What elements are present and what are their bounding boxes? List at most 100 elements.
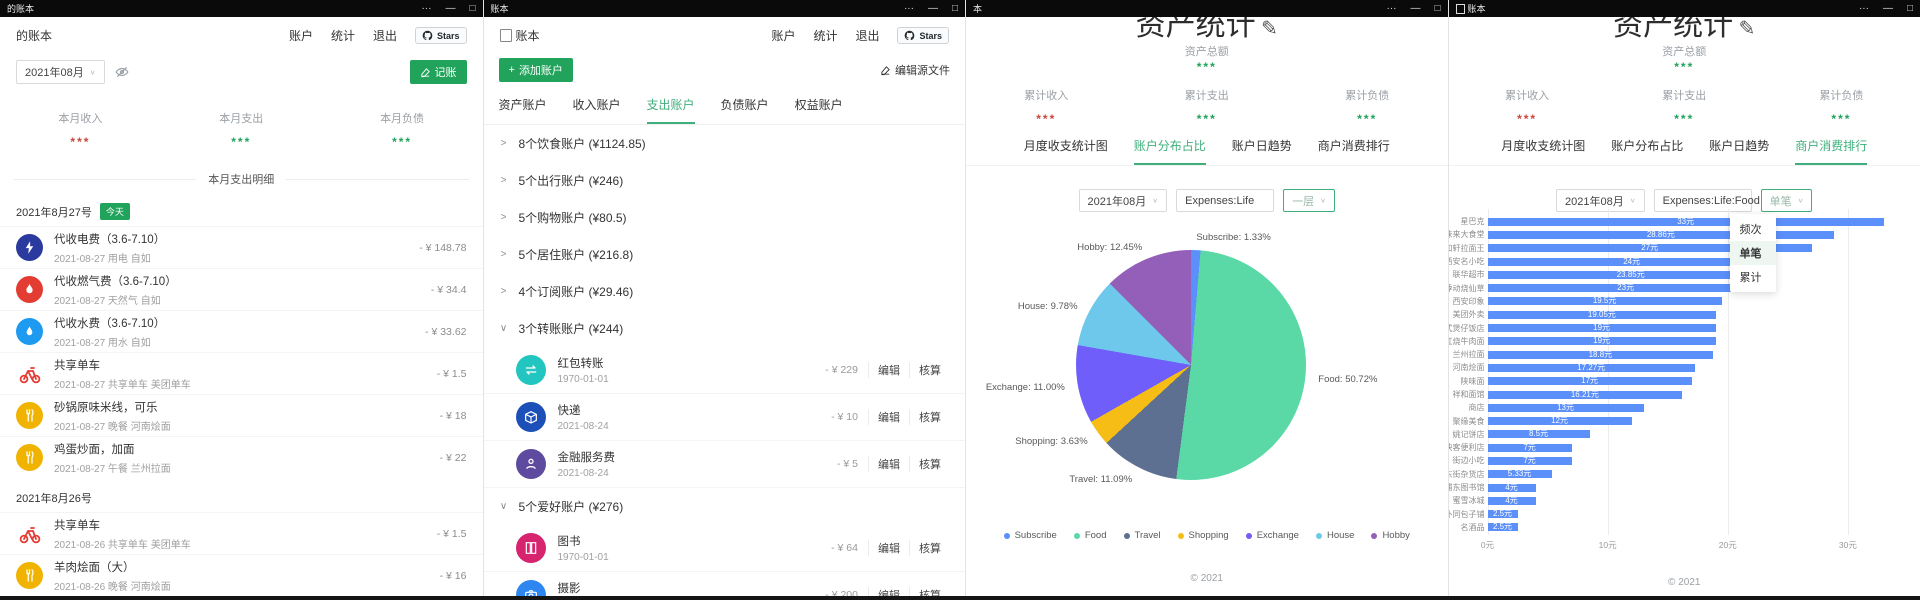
top-nav: 账户 统计 退出 Stars [289, 27, 467, 44]
account-group-header[interactable]: >8个饮食账户 (¥1124.85) [484, 125, 966, 162]
maximize-icon[interactable]: □ [469, 3, 476, 14]
action-核算[interactable]: 核算 [909, 456, 950, 472]
nav-accounts[interactable]: 账户 [771, 29, 796, 43]
transaction-title: 代收燃气费（3.6-7.10） [54, 275, 177, 288]
action-核算[interactable]: 核算 [909, 409, 950, 425]
legend-item-Travel[interactable]: Travel [1123, 530, 1161, 541]
minimize-icon[interactable]: — [445, 3, 456, 14]
edit-source-link[interactable]: 编辑源文件 [880, 62, 950, 78]
maximize-icon[interactable]: □ [1434, 3, 1441, 14]
legend-item-Subscribe[interactable]: Subscribe [1003, 530, 1057, 541]
minimize-icon[interactable]: — [1882, 3, 1893, 14]
legend-item-Hobby[interactable]: Hobby [1371, 530, 1410, 541]
tab-商户消费排行[interactable]: 商户消费排行 [1795, 137, 1868, 165]
tab-月度收支统计图[interactable]: 月度收支统计图 [1023, 139, 1108, 153]
tab-商户消费排行[interactable]: 商户消费排行 [1317, 139, 1390, 153]
maximize-icon[interactable]: □ [951, 3, 958, 14]
bar [1487, 483, 1536, 492]
legend-item-Shopping[interactable]: Shopping [1177, 530, 1229, 541]
tab-账户分布占比[interactable]: 账户分布占比 [1133, 137, 1206, 165]
legend-dot [1245, 532, 1252, 539]
add-account-button[interactable]: + 添加账户 [498, 58, 573, 82]
account-group-header[interactable]: >5个购物账户 (¥80.5) [484, 199, 966, 236]
menu-icon[interactable]: ··· [903, 3, 914, 14]
tab-账户日趋势[interactable]: 账户日趋势 [1709, 139, 1770, 153]
month-stats: 本月收入 *** 本月支出 *** 本月负债 *** [0, 110, 483, 149]
book-icon [515, 533, 546, 563]
bar-category-label: 西安名小吃 [1449, 256, 1485, 267]
account-filter-input[interactable]: Expenses:Life [1176, 189, 1275, 212]
legend-item-Food[interactable]: Food [1073, 530, 1107, 541]
nav-logout[interactable]: 退出 [372, 29, 397, 43]
eye-off-icon[interactable] [115, 65, 129, 79]
bar [1487, 324, 1716, 333]
menu-icon[interactable]: ··· [1858, 3, 1869, 14]
month-select[interactable]: 2021年08月 ∨ [1556, 189, 1645, 212]
account-subtitle: 1970-01-01 [557, 552, 609, 563]
stat-label: 累计收入 [1024, 90, 1069, 102]
account-group-header[interactable]: >4个订阅账户 (¥29.46) [484, 273, 966, 310]
action-编辑[interactable]: 编辑 [868, 540, 909, 556]
month-select[interactable]: 2021年08月 ∨ [1078, 189, 1168, 212]
bar-row: 西安印象 19.5元 [1451, 295, 1888, 308]
minimize-icon[interactable]: — [1410, 3, 1421, 14]
github-stars-button[interactable]: Stars [897, 27, 949, 44]
legend-item-Exchange[interactable]: Exchange [1245, 530, 1299, 541]
account-group-header[interactable]: ∨ 5个爱好账户 (¥276) [484, 488, 966, 525]
bar-value-label: 28.86元 [1646, 229, 1675, 239]
account-group-header[interactable]: >5个出行账户 (¥246) [484, 162, 966, 199]
account-group-header[interactable]: >5个居住账户 (¥216.8) [484, 236, 966, 273]
utensils-icon [16, 402, 43, 429]
transaction-text: 代收燃气费（3.6-7.10） 2021-08-27 天然气 自如 [54, 273, 177, 307]
menu-item-单笔[interactable]: 单笔 [1729, 241, 1776, 265]
menu-icon[interactable]: ··· [1386, 3, 1397, 14]
level-select[interactable]: 一层 ∨ [1283, 189, 1335, 212]
total-assets-value: *** [1196, 60, 1217, 74]
tab-资产账户[interactable]: 资产账户 [498, 98, 547, 112]
bar-row: 快客便利店 7元 [1449, 441, 1888, 454]
legend-item-House[interactable]: House [1315, 530, 1354, 541]
tab-账户分布占比[interactable]: 账户分布占比 [1611, 139, 1684, 153]
bar-category-label: 包卟同包子铺 [1449, 509, 1485, 520]
menu-item-累计[interactable]: 累计 [1739, 272, 1762, 284]
account-group-header[interactable]: ∨ 3个转账账户 (¥244) [484, 310, 966, 347]
action-核算[interactable]: 核算 [909, 362, 950, 378]
tab-支出账户[interactable]: 支出账户 [646, 96, 695, 124]
person-icon [515, 449, 546, 479]
nav-stats[interactable]: 统计 [813, 29, 838, 43]
titlebar: 的账本 ··· — □ [0, 0, 483, 17]
maximize-icon[interactable]: □ [1906, 3, 1914, 14]
bar-category-label: 商店 [1451, 402, 1485, 413]
stat-value-masked: *** [70, 135, 91, 149]
category-text: 悸动烧仙草 [1448, 283, 1485, 293]
action-核算[interactable]: 核算 [909, 587, 950, 600]
action-编辑[interactable]: 编辑 [868, 456, 909, 472]
tab-月度收支统计图[interactable]: 月度收支统计图 [1501, 139, 1586, 153]
action-编辑[interactable]: 编辑 [868, 362, 909, 378]
account-filter-input[interactable]: Expenses:Life:Food [1653, 189, 1760, 212]
menu-icon[interactable]: ··· [421, 3, 432, 14]
tab-负债账户[interactable]: 负债账户 [720, 98, 769, 112]
tab-账户日趋势[interactable]: 账户日趋势 [1231, 139, 1292, 153]
tab-权益账户[interactable]: 权益账户 [794, 98, 843, 112]
action-核算[interactable]: 核算 [909, 540, 950, 556]
unit-select[interactable]: 单笔 ∨ [1760, 189, 1813, 212]
minimize-icon[interactable]: — [927, 3, 938, 14]
legend-label: Exchange [1256, 530, 1299, 541]
action-编辑[interactable]: 编辑 [868, 409, 909, 425]
bar-value-label: 23.85元 [1616, 269, 1645, 279]
nav-stats[interactable]: 统计 [330, 29, 355, 43]
menu-item-频次[interactable]: 频次 [1739, 224, 1762, 236]
tab-收入账户[interactable]: 收入账户 [572, 98, 621, 112]
total-assets-label: 资产总额 [1662, 46, 1707, 58]
transaction-title: 代收水费（3.6-7.10） [54, 317, 166, 330]
record-transaction-button[interactable]: 记账 [409, 60, 467, 84]
month-select[interactable]: 2021年08月 ∨ [16, 60, 105, 84]
github-stars-button[interactable]: Stars [414, 27, 467, 44]
nav-logout[interactable]: 退出 [855, 29, 880, 43]
action-编辑[interactable]: 编辑 [868, 587, 909, 600]
stat-value-masked: *** [1036, 112, 1057, 126]
bar-category-label: 陕味面 [1451, 376, 1485, 387]
nav-accounts[interactable]: 账户 [288, 29, 313, 43]
